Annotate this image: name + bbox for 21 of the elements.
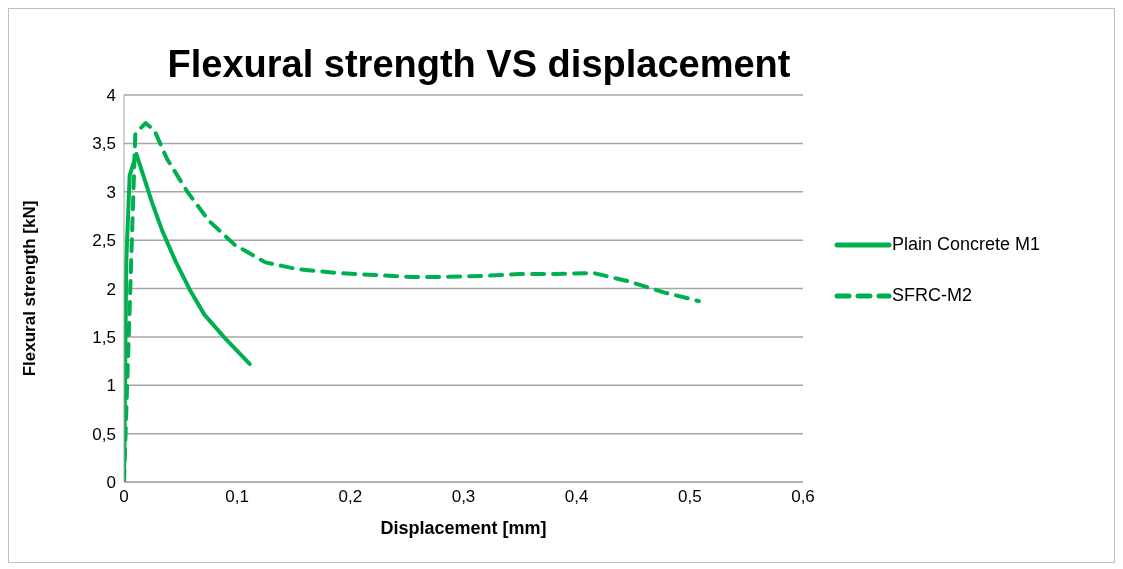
- y-tick-label: 3: [106, 182, 116, 202]
- x-tick-label: 0: [119, 487, 129, 507]
- x-tick-label: 0,3: [451, 487, 476, 507]
- x-tick-label: 0,2: [338, 487, 363, 507]
- y-tick-label: 0,5: [92, 424, 116, 444]
- x-tick-label: 0,4: [564, 487, 589, 507]
- y-tick-label: 2,5: [92, 231, 116, 251]
- x-tick-label: 0,6: [791, 487, 815, 507]
- x-axis-title: Displacement [mm]: [380, 518, 547, 538]
- chart-title: Flexural strength VS displacement: [166, 43, 792, 86]
- y-tick-label: 1: [106, 376, 116, 396]
- y-axis-title: Flexural strength [kN]: [20, 200, 40, 377]
- x-tick-label: 0,1: [225, 487, 249, 507]
- y-tick-label: 0: [106, 473, 116, 493]
- legend-label: SFRC-M2: [892, 285, 972, 306]
- y-tick-label: 2: [106, 279, 116, 299]
- legend-label: Plain Concrete M1: [892, 234, 1041, 255]
- y-tick-label: 3,5: [92, 134, 116, 154]
- x-tick-label: 0,5: [678, 487, 702, 507]
- y-tick-label: 1,5: [92, 327, 116, 347]
- y-tick-label: 4: [106, 86, 116, 106]
